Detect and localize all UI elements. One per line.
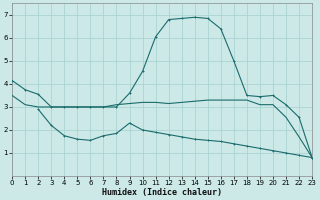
X-axis label: Humidex (Indice chaleur): Humidex (Indice chaleur) bbox=[102, 188, 222, 197]
